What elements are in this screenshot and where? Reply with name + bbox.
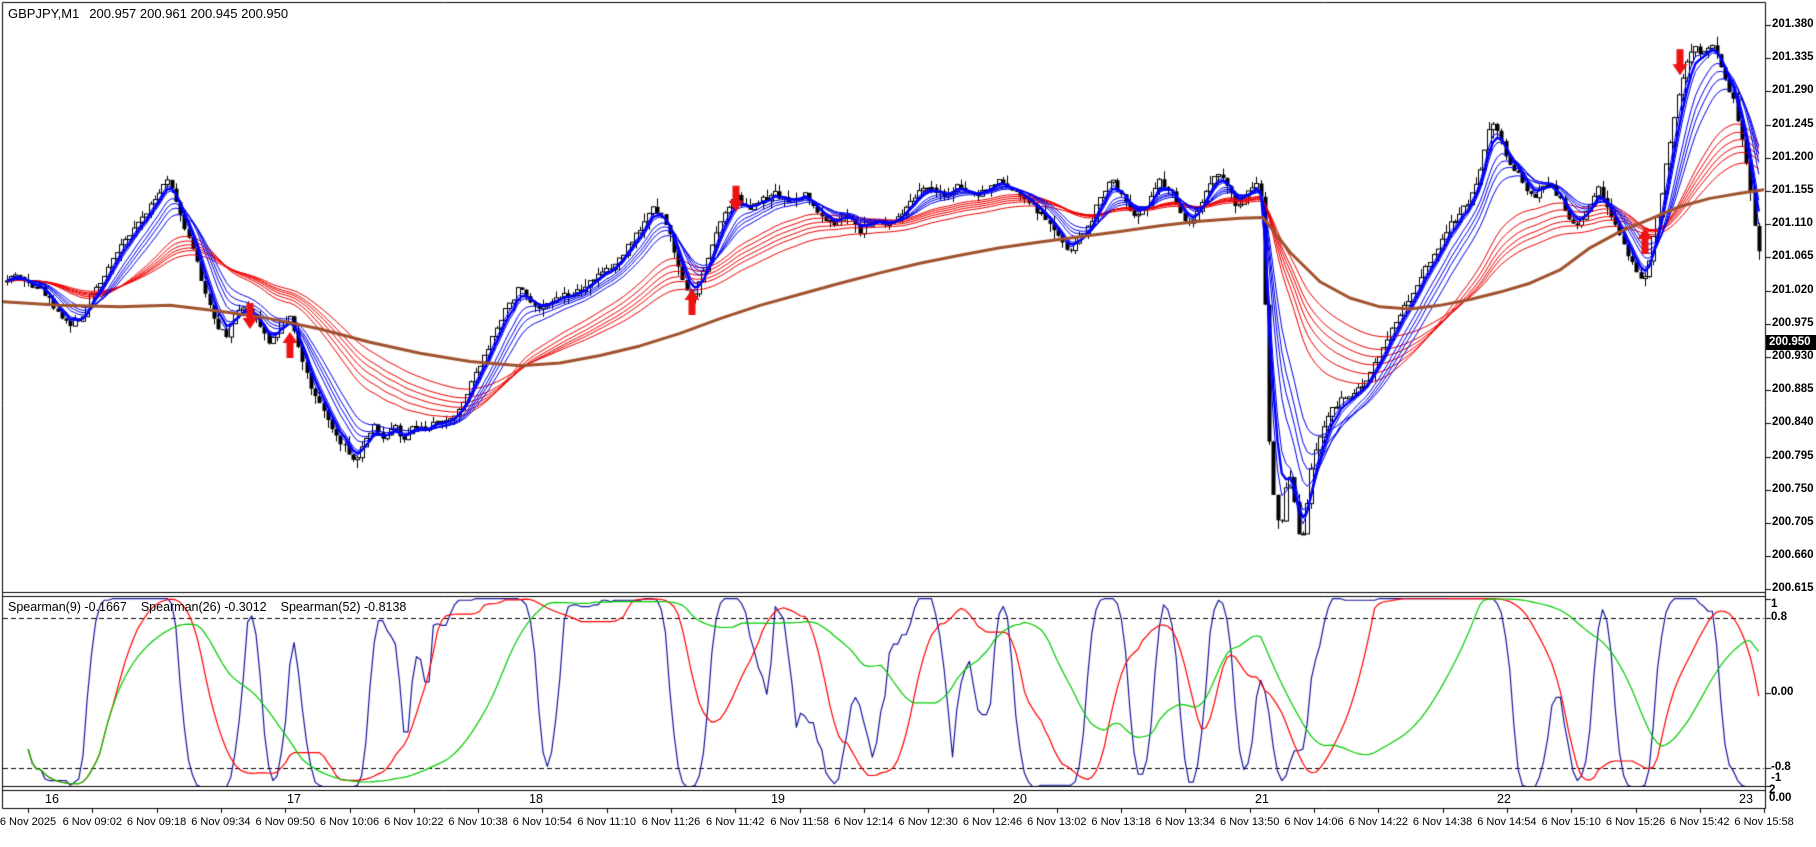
timestamp-label: 6 Nov 14:38 [1412, 816, 1473, 828]
timestamp-label: 6 Nov 15:42 [1670, 816, 1730, 828]
timestamp-label: 6 Nov 12:46 [962, 816, 1023, 828]
price-axis-label: 201.290 [1772, 84, 1814, 97]
timestamp-label: 6 Nov 13:50 [1220, 816, 1280, 828]
symbol-period-label: GBPJPY,M1 [8, 6, 80, 21]
timestamp-label: 6 Nov 09:34 [191, 816, 251, 828]
indicator-series-readout: Spearman(9) -0.1667 [8, 600, 127, 614]
price-axis-label: 200.975 [1772, 316, 1814, 329]
indicator-axis[interactable] [1766, 597, 1816, 786]
indicator-series-readout: Spearman(52) -0.8138 [280, 600, 407, 614]
timestamp-label: 6 Nov 13:18 [1091, 816, 1151, 828]
pane-divider[interactable] [0, 589, 1765, 597]
hour-label: 22 [1497, 792, 1511, 806]
timestamp-label: 6 Nov 14:06 [1284, 816, 1344, 828]
ohlc-readout: 200.957 200.961 200.945 200.950 [89, 6, 289, 21]
price-axis-label: 200.795 [1772, 449, 1814, 462]
timestamp-label: 6 Nov 12:14 [834, 816, 894, 828]
price-axis-label: 200.615 [1772, 582, 1814, 595]
price-axis-label: 200.705 [1772, 516, 1814, 528]
timestamp-label: 6 Nov 10:54 [512, 816, 573, 828]
price-axis-label: 201.245 [1772, 117, 1814, 130]
price-axis-label: 201.200 [1772, 150, 1814, 163]
timestamp-label: 6 Nov 13:02 [1027, 816, 1087, 828]
time-axis-strip[interactable] [0, 789, 1765, 809]
price-axis-label: 201.020 [1772, 283, 1814, 296]
hour-label: 17 [287, 792, 301, 806]
indicator-axis-label: -0.8 [1771, 761, 1791, 773]
timestamp-label: 6 Nov 14:54 [1477, 816, 1537, 828]
price-axis-label: 200.750 [1772, 482, 1814, 495]
indicator-axis-label: 0.00 [1771, 685, 1794, 698]
indicator-axis-label: -1 [1771, 772, 1782, 784]
hour-label: 20 [1013, 792, 1027, 806]
timestamp-label: 6 Nov 09:50 [255, 816, 315, 828]
price-axis-label: 201.155 [1772, 184, 1814, 196]
price-axis-label: 201.380 [1772, 18, 1814, 30]
hour-label: 19 [771, 792, 785, 806]
timestamp-label: 6 Nov 10:22 [384, 816, 444, 828]
timestamp-label: 6 Nov 14:22 [1348, 816, 1408, 828]
timestamp-label: 6 Nov 11:10 [577, 816, 636, 828]
timestamp-label: 6 Nov 11:26 [641, 816, 701, 828]
price-axis-label: 200.840 [1772, 416, 1814, 429]
timestamp-label: 6 Nov 10:38 [448, 816, 508, 828]
timestamp-label: 6 Nov 2025 [0, 816, 57, 828]
timestamp-label: 6 Nov 11:58 [770, 816, 829, 828]
indicator-series-readout: Spearman(26) -0.3012 [140, 600, 267, 614]
timestamp-label: 6 Nov 15:58 [1734, 816, 1794, 828]
price-axis-label: 201.065 [1772, 250, 1814, 263]
indicator-title: Spearman(9) -0.1667 Spearman(26) -0.3012 S… [8, 600, 420, 614]
timestamp-label: 6 Nov 11:42 [706, 816, 765, 828]
timestamp-label: 6 Nov 09:18 [126, 816, 187, 828]
hour-label: 18 [529, 792, 543, 806]
indicator-axis-label: 0.8 [1771, 610, 1787, 623]
hour-label: 21 [1255, 792, 1269, 806]
timestamp-label: 6 Nov 09:02 [62, 816, 122, 828]
timestamp-label: 6 Nov 12:30 [898, 816, 958, 828]
hour-label: 23 [1739, 792, 1753, 806]
timestamp-label: 6 Nov 15:26 [1605, 816, 1666, 828]
price-axis-label: 200.885 [1772, 383, 1814, 396]
hour-label: 16 [45, 792, 59, 806]
timestamp-label: 6 Nov 15:10 [1541, 816, 1601, 828]
timestamp-label: 6 Nov 10:06 [319, 816, 380, 828]
price-axis[interactable] [1766, 0, 1816, 592]
chart-title: GBPJPY,M1 200.957 200.961 200.945 200.950 [8, 6, 288, 21]
price-axis-label: 201.335 [1772, 51, 1814, 64]
bid-price-value: 200.950 [1769, 336, 1811, 348]
indicator-axis-label: 1 [1771, 598, 1778, 610]
axis-artifact-label: 0.00 [1769, 792, 1792, 804]
timestamp-label: 6 Nov 13:34 [1155, 816, 1216, 828]
price-axis-label: 201.110 [1772, 217, 1813, 230]
price-axis-label: 200.660 [1772, 549, 1814, 562]
bid-price-box: 200.950 [1766, 335, 1816, 350]
axis-artifact-label: 2 [1769, 784, 1776, 796]
price-axis-label: 200.930 [1772, 350, 1814, 362]
